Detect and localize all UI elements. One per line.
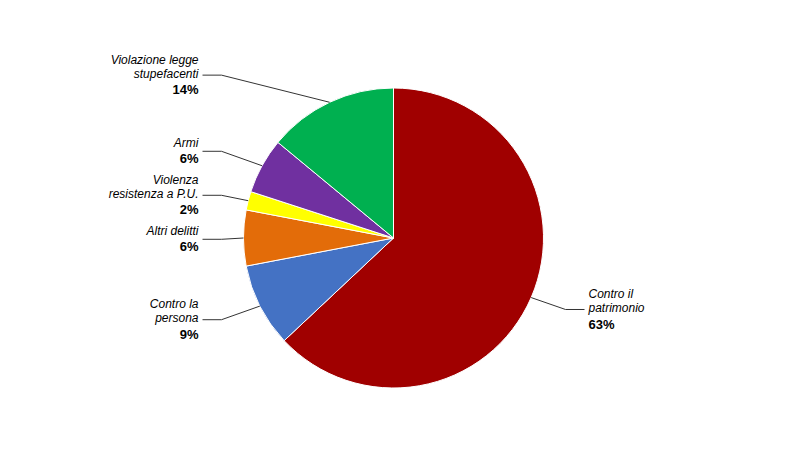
svg-text:Violenzaresistenza a P.U.: Violenzaresistenza a P.U.: [109, 173, 199, 201]
svg-text:2%: 2%: [180, 202, 199, 217]
svg-text:6%: 6%: [180, 239, 199, 254]
svg-text:6%: 6%: [180, 151, 199, 166]
svg-text:63%: 63%: [589, 317, 615, 332]
svg-text:14%: 14%: [172, 82, 198, 97]
svg-text:Armi: Armi: [173, 136, 199, 150]
svg-text:Contro ilpatrimonio: Contro ilpatrimonio: [588, 287, 645, 315]
svg-text:9%: 9%: [180, 327, 199, 342]
svg-text:Altri delitti: Altri delitti: [145, 224, 198, 238]
svg-text:Contro lapersona: Contro lapersona: [150, 297, 199, 325]
svg-text:Violazione leggestupefacenti: Violazione leggestupefacenti: [111, 53, 199, 81]
